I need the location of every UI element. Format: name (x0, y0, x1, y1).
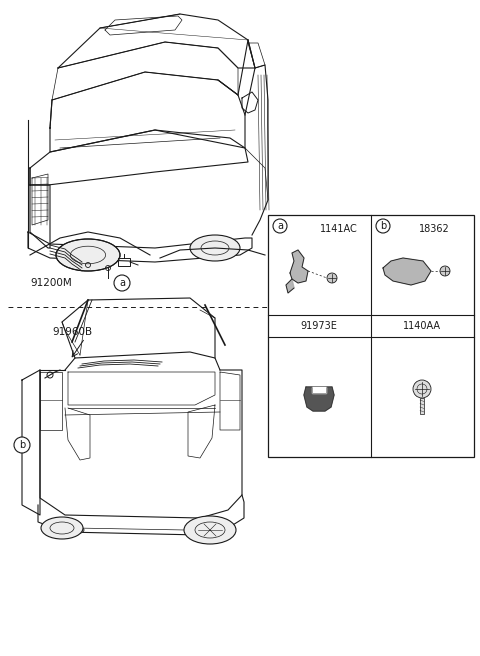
Circle shape (440, 266, 450, 276)
Polygon shape (383, 258, 431, 285)
Polygon shape (312, 387, 326, 393)
Bar (118, 258, 130, 266)
Circle shape (327, 273, 337, 283)
Polygon shape (286, 279, 294, 293)
Text: 91973E: 91973E (300, 321, 337, 331)
Text: 91960B: 91960B (52, 327, 92, 337)
Circle shape (273, 219, 287, 233)
Circle shape (376, 219, 390, 233)
Bar (268, 215, 474, 457)
Text: 18362: 18362 (419, 224, 449, 234)
Ellipse shape (56, 239, 120, 271)
Text: 91200M: 91200M (30, 278, 72, 288)
Text: b: b (380, 221, 386, 231)
Bar (420, 398, 424, 414)
Circle shape (114, 275, 130, 291)
Circle shape (14, 437, 30, 453)
Ellipse shape (190, 235, 240, 261)
Text: 1141AC: 1141AC (320, 224, 358, 234)
Circle shape (413, 380, 431, 398)
Text: 1140AA: 1140AA (403, 321, 441, 331)
Text: a: a (277, 221, 283, 231)
Text: b: b (19, 440, 25, 450)
Ellipse shape (184, 516, 236, 544)
Polygon shape (304, 387, 334, 411)
Ellipse shape (41, 517, 83, 539)
Text: a: a (119, 278, 125, 288)
Polygon shape (290, 250, 308, 283)
Ellipse shape (66, 526, 84, 534)
